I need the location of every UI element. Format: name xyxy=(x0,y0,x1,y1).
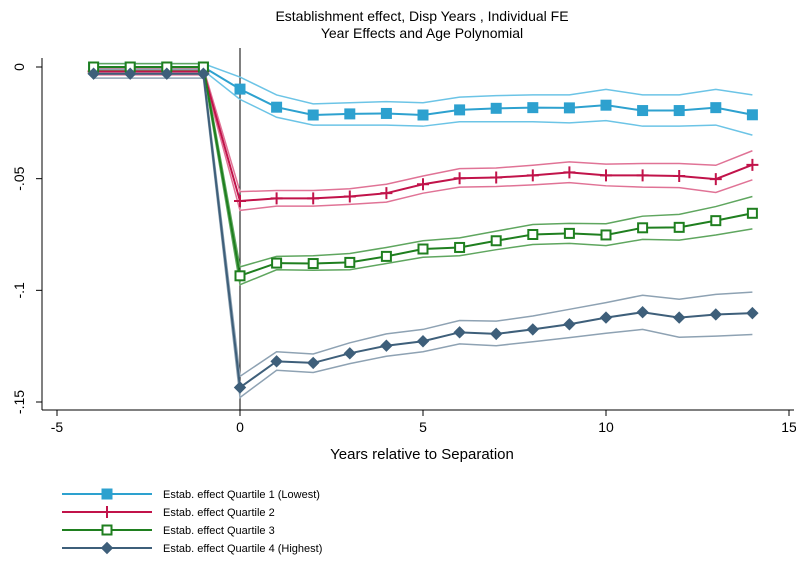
data-point xyxy=(599,311,613,324)
data-point xyxy=(637,222,649,234)
data-point xyxy=(637,105,649,117)
x-axis-title: Years relative to Separation xyxy=(330,446,514,463)
y-tick-label: 0 xyxy=(11,63,27,71)
data-point xyxy=(307,192,320,205)
data-point xyxy=(344,108,356,120)
legend-label: Estab. effect Quartile 4 (Highest) xyxy=(163,543,322,555)
legend-item-4: Estab. effect Quartile 4 (Highest) xyxy=(62,541,322,555)
data-point xyxy=(344,256,356,268)
plot-area xyxy=(87,48,759,410)
data-point xyxy=(453,326,466,339)
data-point xyxy=(526,169,539,182)
chart-title: Establishment effect, Disp Years , Indiv… xyxy=(275,8,568,24)
data-point xyxy=(307,109,319,121)
data-point xyxy=(234,270,246,282)
axes: 0 -.05 -.1 -.15 -5 0 5 10 15 xyxy=(11,58,796,435)
data-point xyxy=(600,169,612,182)
data-point xyxy=(307,258,319,270)
data-point xyxy=(490,235,502,247)
data-point xyxy=(380,339,393,352)
data-point xyxy=(563,166,576,179)
data-point xyxy=(563,102,575,114)
data-point xyxy=(746,207,758,219)
data-point xyxy=(710,215,722,227)
legend-item-2: Estab. effect Quartile 2 xyxy=(62,506,275,519)
data-point xyxy=(234,195,246,207)
data-point xyxy=(270,355,283,368)
data-point xyxy=(380,250,392,262)
data-point xyxy=(306,356,320,370)
data-point xyxy=(417,243,429,255)
data-point xyxy=(600,229,612,241)
data-point xyxy=(563,318,576,331)
data-point xyxy=(746,109,758,121)
y-tick-label: -.15 xyxy=(11,390,27,414)
legend-label: Estab. effect Quartile 1 (Lowest) xyxy=(163,489,320,501)
data-point xyxy=(672,311,686,324)
legend: Estab. effect Quartile 1 (Lowest) Estab. … xyxy=(62,488,322,555)
series-4 xyxy=(87,67,759,394)
data-point xyxy=(490,102,502,114)
data-point xyxy=(233,381,247,394)
legend-marker xyxy=(100,541,114,555)
data-point xyxy=(527,229,539,240)
data-point xyxy=(709,173,722,186)
data-point xyxy=(87,67,100,80)
data-point xyxy=(454,241,466,253)
data-point xyxy=(343,190,356,203)
data-point xyxy=(600,99,612,111)
data-point xyxy=(453,172,466,185)
legend-marker xyxy=(101,488,113,500)
data-point xyxy=(380,107,392,119)
legend-item-3: Estab. effect Quartile 3 xyxy=(62,524,275,537)
data-point xyxy=(234,83,246,95)
data-point xyxy=(417,178,429,191)
legend-marker xyxy=(101,524,113,536)
x-tick-label: 0 xyxy=(236,419,244,435)
data-point xyxy=(673,105,685,117)
data-point xyxy=(454,104,466,116)
series-3 xyxy=(88,61,758,282)
data-point xyxy=(710,102,722,114)
legend-label: Estab. effect Quartile 2 xyxy=(163,507,275,519)
x-tick-label: 10 xyxy=(598,419,614,435)
data-point xyxy=(380,187,393,200)
data-point xyxy=(197,67,210,80)
data-point xyxy=(416,335,430,348)
x-tick-label: 5 xyxy=(419,419,427,435)
data-point xyxy=(343,347,357,360)
data-point xyxy=(563,227,575,239)
data-point xyxy=(636,306,649,319)
y-tick-label: -.1 xyxy=(11,282,27,299)
data-point xyxy=(417,109,429,121)
data-point xyxy=(709,308,723,321)
legend-label: Estab. effect Quartile 3 xyxy=(163,525,275,537)
legend-item-1: Estab. effect Quartile 1 (Lowest) xyxy=(62,488,320,501)
data-point xyxy=(271,101,283,113)
x-tick-label: 15 xyxy=(781,419,796,435)
data-point xyxy=(490,171,503,184)
chart-subtitle: Year Effects and Age Polynomial xyxy=(321,25,523,41)
data-point xyxy=(527,102,539,114)
data-point xyxy=(636,169,649,182)
data-point xyxy=(160,67,174,80)
data-point xyxy=(673,169,686,182)
data-point xyxy=(271,257,283,269)
data-point xyxy=(746,158,759,171)
data-point xyxy=(746,306,759,320)
legend-marker xyxy=(101,506,113,518)
y-tick-label: -.05 xyxy=(11,166,27,190)
data-point xyxy=(270,192,283,205)
data-point xyxy=(673,221,685,233)
data-point xyxy=(489,327,503,341)
data-point xyxy=(526,323,540,336)
x-tick-label: -5 xyxy=(51,419,64,435)
data-point xyxy=(123,67,137,80)
